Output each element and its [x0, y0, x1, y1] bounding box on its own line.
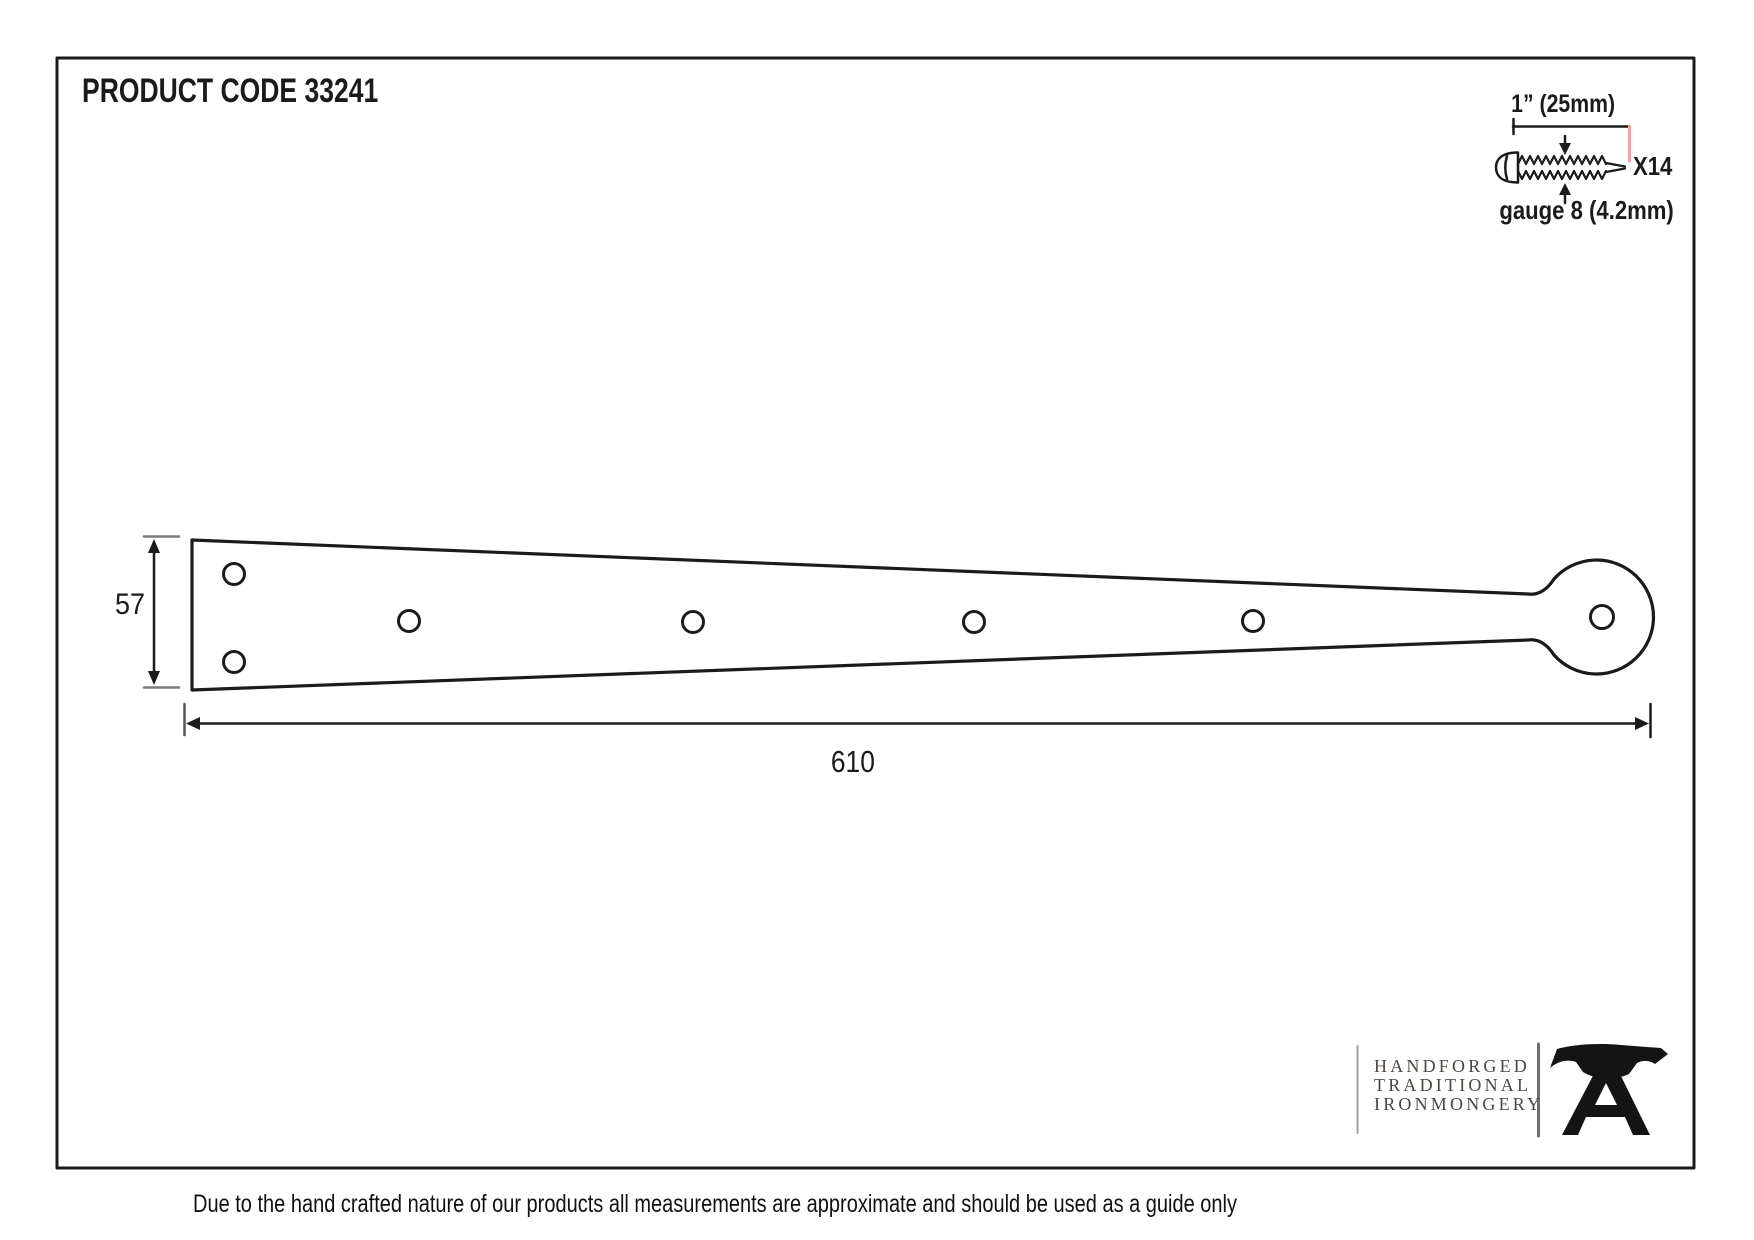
screw-length-label: 1” (25mm)	[1463, 90, 1663, 119]
down-arrowhead	[148, 671, 160, 685]
screw-gauge-text: gauge 8 (4.2mm)	[1499, 195, 1674, 225]
product-code-label: PRODUCT CODE 33241	[82, 72, 379, 110]
screw-gauge-label: gauge 8 (4.2mm)	[1484, 195, 1684, 226]
hole	[681, 610, 705, 634]
screw-length-text: 1” (25mm)	[1511, 90, 1615, 118]
height-dimension-label: 57	[114, 588, 145, 621]
hole	[962, 610, 986, 634]
length-dimension-text: 610	[831, 744, 875, 779]
up-arrowhead	[148, 539, 160, 553]
hole	[1241, 609, 1265, 633]
screw-quantity-label: X14	[1633, 151, 1673, 181]
hole	[222, 562, 246, 586]
brand-line-2: TRADITIONAL	[1374, 1074, 1532, 1095]
disclaimer-text: Due to the hand crafted nature of our pr…	[193, 1190, 1237, 1218]
height-dimension	[142, 535, 181, 689]
screw-length-dimension	[1511, 117, 1631, 163]
length-dimension-label: 610	[753, 744, 953, 780]
pintle-hole	[1589, 604, 1615, 630]
brand-wordmark: HANDFORGED TRADITIONAL IRONMONGERY	[1374, 1057, 1543, 1113]
up-arrowhead	[1559, 183, 1571, 195]
hinge-drawing	[190, 538, 1656, 692]
screw-holes	[222, 562, 1615, 674]
left-arrowhead	[186, 717, 200, 730]
anvil-logo-icon	[1550, 1044, 1668, 1135]
screw-icon	[1494, 151, 1627, 184]
down-arrowhead	[1559, 143, 1571, 155]
right-arrowhead	[1635, 717, 1649, 730]
length-dimension	[183, 702, 1652, 739]
hinge-outline	[190, 538, 1656, 692]
screw-gauge-pointer	[1559, 183, 1571, 205]
border-frame	[55, 56, 1696, 1170]
brand-line-1: HANDFORGED	[1374, 1056, 1531, 1076]
hole	[397, 609, 421, 633]
brand-line-3: IRONMONGERY	[1374, 1093, 1544, 1114]
hole	[222, 650, 246, 674]
